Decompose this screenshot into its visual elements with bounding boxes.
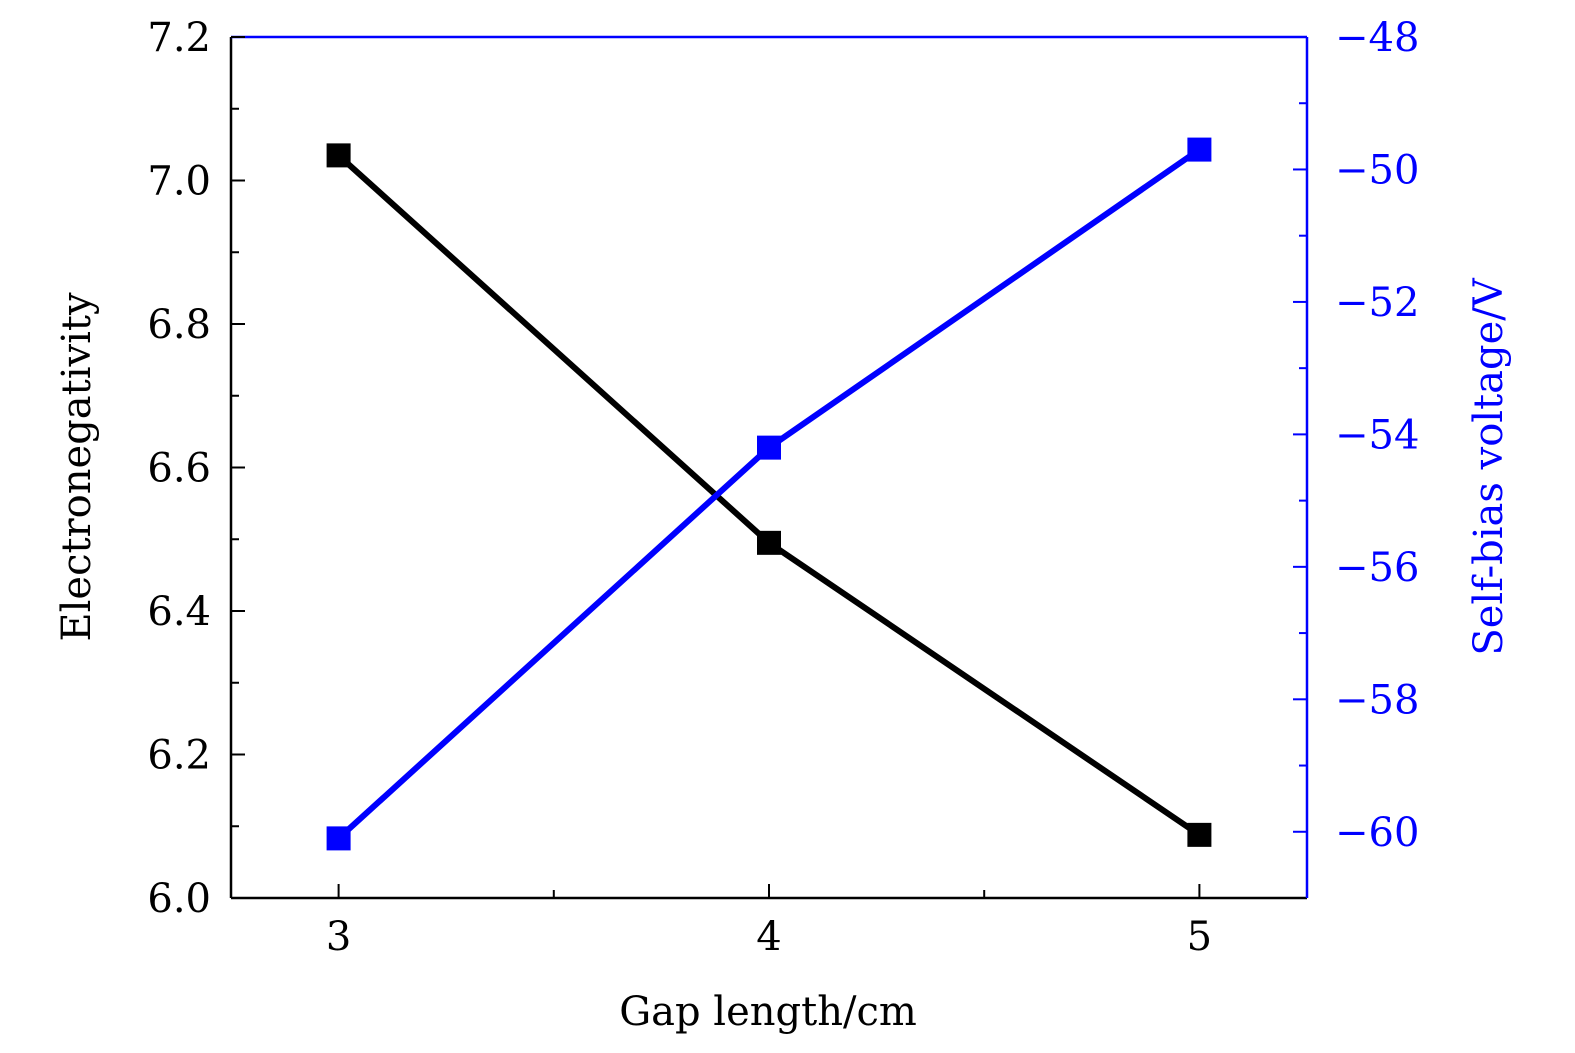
y2-tick-label: −60 — [1335, 810, 1419, 856]
y2-tick-label: −52 — [1335, 280, 1419, 326]
plot-frame — [229, 35, 1309, 900]
y2-tick-label: −50 — [1335, 147, 1419, 193]
y-tick-label: 7.2 — [147, 15, 211, 61]
x-tick-label: 4 — [756, 914, 781, 960]
data-point-series-2 — [757, 435, 781, 460]
y-tick-label: 6.0 — [147, 876, 211, 922]
x-axis-title: Gap length/cm — [619, 989, 917, 1035]
plot-marks — [326, 137, 1212, 851]
y-tick-label: 6.2 — [147, 733, 211, 779]
y-tick-label: 6.8 — [147, 302, 211, 348]
x-tick-label: 5 — [1187, 914, 1212, 960]
y2-tick-label: −48 — [1335, 15, 1419, 61]
y2-tick-label: −58 — [1335, 677, 1419, 723]
y-tick-label: 6.4 — [147, 589, 211, 635]
data-point-series-2 — [1187, 137, 1212, 162]
y-axis-title: Electronegativity — [54, 292, 100, 642]
tick-labels: 3 4 5 6.0 6.2 6.4 6.6 6.8 7.0 7.2 −60 −58 −56 −54 −52 −… — [147, 15, 1419, 960]
data-point-series-1 — [1187, 822, 1212, 847]
y-tick-label: 6.6 — [147, 446, 211, 492]
y2-tick-label: −56 — [1335, 545, 1419, 591]
data-point-series-1 — [757, 530, 781, 555]
series-line-1 — [336, 153, 1202, 838]
data-point-series-1 — [326, 143, 351, 168]
axis-ticks — [231, 36, 1307, 899]
y2-axis-title: Self-bias voltage/V — [1466, 277, 1512, 655]
y-tick-label: 7.0 — [147, 159, 211, 205]
data-point-series-2 — [326, 826, 351, 851]
y2-tick-label: −54 — [1335, 412, 1419, 458]
series-line-2 — [336, 147, 1202, 841]
x-tick-label: 3 — [326, 914, 351, 960]
